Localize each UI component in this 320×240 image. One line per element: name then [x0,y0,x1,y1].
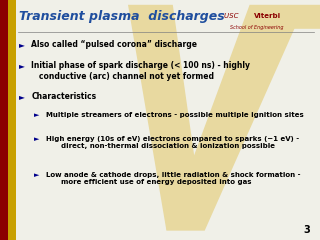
Text: Viterbi: Viterbi [254,13,282,19]
Polygon shape [166,5,320,230]
Text: ►: ► [19,92,24,101]
Text: ►: ► [34,136,39,142]
Text: ►: ► [34,112,39,118]
Bar [0,0,8,240]
Text: Also called “pulsed corona” discharge: Also called “pulsed corona” discharge [31,40,197,49]
Text: ►: ► [34,172,39,178]
Text: Characteristics: Characteristics [31,92,97,101]
Text: Multiple streamers of electrons - possible multiple ignition sites: Multiple streamers of electrons - possib… [46,112,304,118]
Text: ►: ► [19,61,24,70]
Text: ►: ► [19,40,24,49]
Text: High energy (10s of eV) electrons compared to sparks (~1 eV) -
      direct, non: High energy (10s of eV) electrons compar… [46,136,300,149]
Text: USC: USC [224,13,241,19]
Bar [8,0,16,240]
Text: 3: 3 [304,225,310,235]
Text: School of Engineering: School of Engineering [230,25,284,30]
Text: Low anode & cathode drops, little radiation & shock formation -
      more effic: Low anode & cathode drops, little radiat… [46,172,301,185]
Polygon shape [128,5,205,230]
Text: Transient plasma  discharges: Transient plasma discharges [19,10,225,23]
Text: Initial phase of spark discharge (< 100 ns) - highly
   conductive (arc) channel: Initial phase of spark discharge (< 100 … [31,61,250,81]
